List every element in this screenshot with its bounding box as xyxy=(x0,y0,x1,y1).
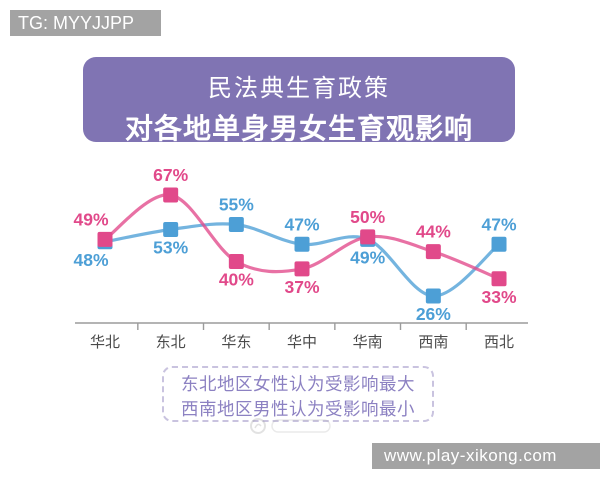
data-point-marker xyxy=(425,288,441,304)
value-label: 49% xyxy=(73,209,108,229)
value-label: 44% xyxy=(416,222,451,242)
line-chart: 华北 东北 华东 华中 华南 西南 西北 48% 53% 55% 47% 49% 26% 47% 49% 67… xyxy=(0,150,600,365)
data-point-marker xyxy=(491,271,507,287)
note-line2: 西南地区男性认为受影响最小 xyxy=(181,399,415,419)
data-point-marker xyxy=(163,221,179,237)
x-axis-label: 西南 xyxy=(418,334,448,351)
data-point-marker xyxy=(97,231,113,247)
data-point-marker xyxy=(163,187,179,203)
x-axis-label: 华中 xyxy=(287,334,317,351)
title-card: 民法典生育政策 对各地单身男女生育观影响 xyxy=(83,57,515,144)
value-label: 47% xyxy=(482,214,517,234)
value-label: 67% xyxy=(153,165,188,185)
photo-watermark-faint-icon xyxy=(250,418,331,434)
line-chart-svg: 华北 东北 华东 华中 华南 西南 西北 48% 53% 55% 47% 49% 26% 47% 49% 67… xyxy=(73,165,528,351)
value-label: 48% xyxy=(73,250,108,270)
value-label: 47% xyxy=(284,214,319,234)
chart-title-line1: 民法典生育政策 xyxy=(208,75,390,102)
chart-title-line2: 对各地单身男女生育观影响 xyxy=(124,113,473,144)
x-axis-label: 华南 xyxy=(353,334,383,351)
watermark-top-left-text: TG: MYYJJPP xyxy=(18,13,135,33)
value-label: 40% xyxy=(219,270,254,290)
value-label: 55% xyxy=(219,195,254,215)
data-point-marker xyxy=(491,236,507,252)
data-point-marker xyxy=(294,261,310,277)
value-label: 53% xyxy=(153,237,188,257)
data-point-marker xyxy=(425,244,441,260)
value-label: 33% xyxy=(482,287,517,307)
watermark-bottom-right: www.play-xikong.com xyxy=(372,443,600,469)
watermark-bottom-right-text: www.play-xikong.com xyxy=(384,446,557,465)
note-card: 东北地区女性认为受影响最大 西南地区男性认为受影响最小 xyxy=(162,366,434,422)
value-label: 26% xyxy=(416,304,451,324)
value-label: 50% xyxy=(350,207,385,227)
data-point-marker xyxy=(360,229,376,245)
data-point-marker xyxy=(228,217,244,233)
value-label: 49% xyxy=(350,247,385,267)
value-label: 37% xyxy=(284,277,319,297)
x-axis-label: 东北 xyxy=(156,334,186,351)
data-point-marker xyxy=(228,254,244,270)
data-point-marker xyxy=(294,236,310,252)
watermark-top-left: TG: MYYJJPP xyxy=(10,10,161,36)
x-axis-label: 华北 xyxy=(90,334,120,351)
x-axis-label: 西北 xyxy=(484,334,514,351)
note-line1: 东北地区女性认为受影响最大 xyxy=(181,374,415,394)
x-axis-label: 华东 xyxy=(221,334,251,351)
